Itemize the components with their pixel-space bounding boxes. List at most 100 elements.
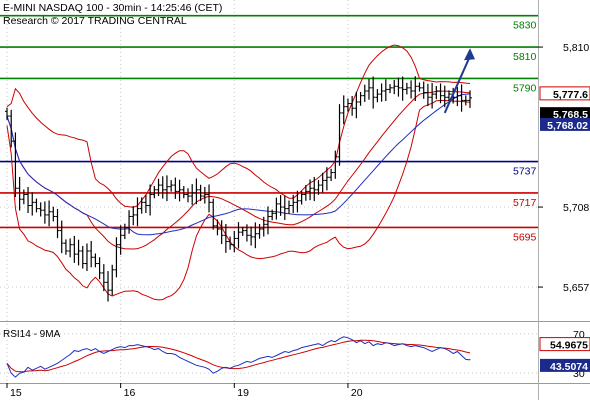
price-tick-label: 5,657 [563,282,589,294]
price-bar [354,91,359,119]
price-bar [295,190,300,213]
price-bar [118,225,123,255]
price-bar [421,81,426,99]
price-bar [173,177,178,199]
price-bar [434,85,439,100]
price-bar [333,150,338,179]
price-bar [63,239,68,255]
rsi-tag-label: 54.9675 [550,340,588,352]
price-tag-label: 5,768.02 [547,120,588,132]
price-bar [291,194,296,214]
price-bar [362,84,367,102]
price-bar [84,243,89,272]
price-bar [42,201,47,224]
price-bar [164,175,169,202]
price-bar [55,208,60,239]
price-bar [110,264,115,296]
time-tick-label: 15 [10,387,22,399]
price-bar [185,188,190,203]
rsi-line [6,336,471,378]
price-bar [17,176,22,211]
price-bar [198,184,203,202]
price-bar [366,79,371,100]
price-bar [308,179,313,201]
chart-source: Research © 2017 TRADING CENTRAL [3,15,187,27]
price-bar [274,197,279,220]
moving-average [6,93,471,236]
price-bar [400,76,405,101]
price-bar [253,222,258,249]
price-axis: 5,810 5,708 5,657 [538,42,589,294]
price-bar [459,84,464,112]
price-bar [299,190,304,205]
price-bar [249,226,254,246]
level-label-5737: 5737 [513,166,537,178]
rsi-tick-label: 30 [573,368,585,380]
price-bar [30,192,35,216]
price-bar [21,189,26,205]
price-bar [303,185,308,201]
price-bar [34,198,39,213]
price-bar [265,206,270,235]
price-bar [47,200,52,227]
price-bar [97,257,102,280]
price-bar [122,223,127,240]
forecast-arrow [443,48,475,114]
price-bar [442,85,447,108]
price-bar [270,209,275,221]
bollinger-upper [6,44,471,208]
level-label-5810: 5810 [513,51,537,63]
price-bar [413,76,418,102]
price-bar [38,202,43,217]
price-bar [236,222,241,249]
price-bar [13,132,18,198]
price-bar [329,168,334,182]
price-bar [345,98,350,112]
price-bars [5,76,472,302]
forecast-arrow-shaft [443,55,471,114]
price-bar [396,77,401,97]
price-bar [287,200,292,214]
rsi-label: RSI14 - 9MA [3,329,61,340]
price-tag-label: 5,777.6 [553,89,588,101]
price-bar [375,89,380,103]
price-tags: 5,777.65,768.55,768.02 [539,86,590,132]
price-bar [190,184,195,205]
time-tick-label: 19 [237,387,249,399]
time-axis: 15 16 19 20 [6,383,363,399]
price-bar [371,76,376,109]
price-bar [131,206,136,226]
price-bar [388,84,393,94]
price-bar [240,226,245,236]
price-bar [202,186,207,204]
moving-average-line [6,93,471,236]
level-label-5695: 5695 [513,231,537,243]
price-bar [139,197,144,214]
price-bar [341,95,346,125]
price-bar [409,80,414,99]
price-tick-label: 5,810 [563,42,589,54]
price-bar [72,235,77,263]
price-bar [5,107,9,120]
price-bar [152,186,157,199]
price-bar [76,239,81,266]
price-tag-box [540,117,590,131]
time-tick-label: 16 [124,387,136,399]
rsi-tag-box [540,358,590,372]
rsi-tick-label: 70 [573,329,585,341]
price-bar [316,180,321,195]
price-bar [282,195,287,220]
price-bar [232,230,237,253]
price-bar [127,210,132,234]
price-bar [468,90,472,108]
time-tick-label: 20 [351,387,363,399]
price-bar [93,253,98,268]
price-bar [211,198,216,230]
price-bar [51,206,56,222]
price-bar [59,220,64,254]
price-bar [194,178,199,205]
price-bar [177,179,182,202]
price-tick-label: 5,708 [563,202,589,214]
